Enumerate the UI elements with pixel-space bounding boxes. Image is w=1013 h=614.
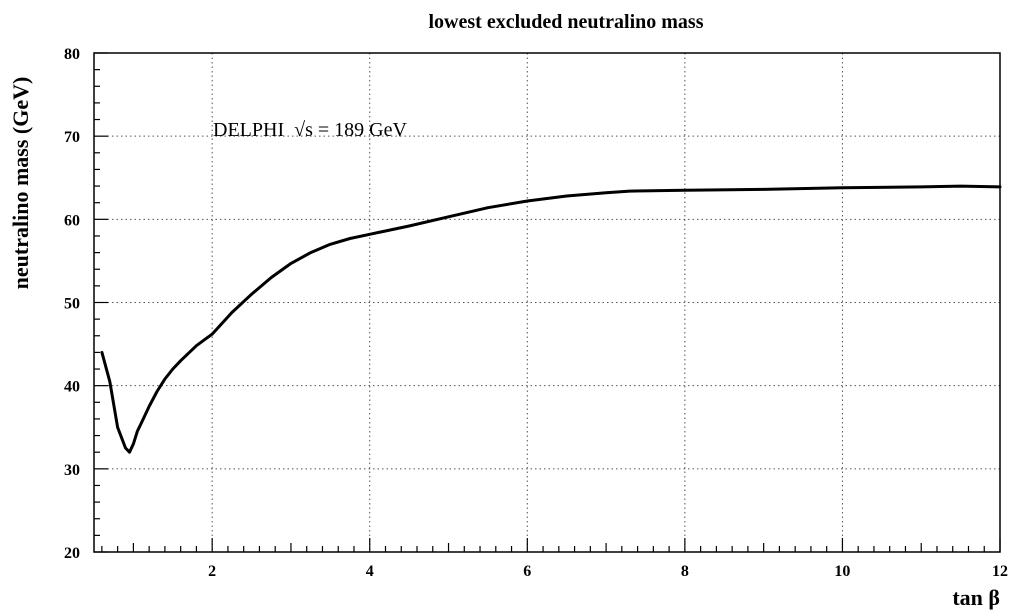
x-tick-label: 10: [834, 563, 850, 580]
y-tick-label: 80: [64, 46, 80, 63]
y-tick-label: 40: [64, 379, 80, 396]
y-tick-label: 60: [64, 212, 80, 229]
mass-limit-curve: [100, 184, 1002, 454]
x-axis-label: tan β: [952, 585, 1000, 610]
x-tick-label: 2: [208, 563, 216, 580]
axis-ticks: [94, 52, 1001, 553]
tick-labels: 2 4 6 8 10 12 20 30 40 50 60 70 80: [64, 46, 1008, 580]
y-tick-label: 50: [64, 296, 80, 313]
y-axis-label: neutralino mass (GeV): [8, 77, 33, 290]
chart-title: lowest excluded neutralino mass: [429, 11, 704, 33]
x-tick-label: 6: [523, 563, 531, 580]
x-tick-label: 4: [366, 563, 374, 580]
y-tick-label: 30: [64, 462, 80, 479]
annotation-label: DELPHI √s = 189 GeV: [213, 119, 407, 141]
y-tick-label: 20: [64, 545, 80, 562]
y-tick-label: 70: [64, 129, 80, 146]
x-tick-label: 8: [681, 563, 689, 580]
x-tick-label: 12: [992, 563, 1008, 580]
